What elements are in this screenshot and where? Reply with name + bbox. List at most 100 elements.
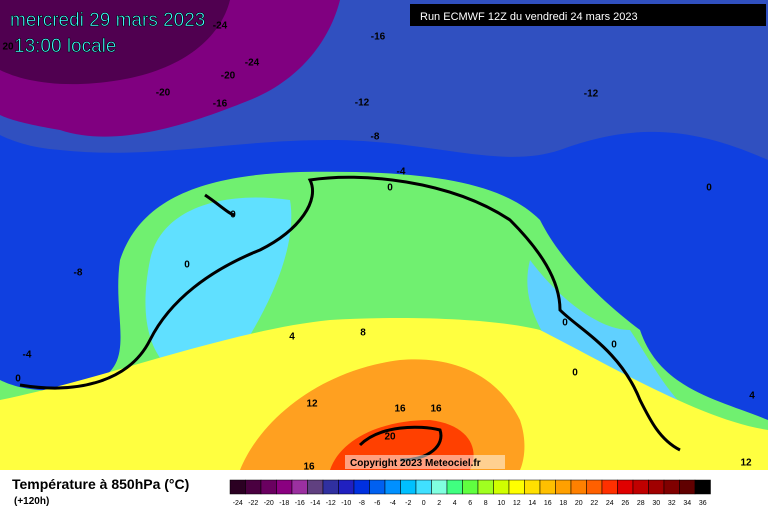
swatch-label: 6 xyxy=(468,500,472,507)
contour-label: 0 xyxy=(562,318,568,329)
color-swatch xyxy=(617,479,634,495)
color-swatch xyxy=(524,479,541,495)
color-swatch xyxy=(229,479,246,495)
color-swatch xyxy=(477,479,494,495)
contour-label: -20 xyxy=(156,88,171,99)
color-swatch xyxy=(369,479,386,495)
contour-label: -12 xyxy=(355,98,370,109)
contour-label: 12 xyxy=(306,399,318,410)
color-swatch xyxy=(462,479,479,495)
color-swatch xyxy=(291,479,308,495)
swatch-label: 10 xyxy=(497,500,505,507)
run-box xyxy=(410,4,766,26)
swatch-label: -6 xyxy=(374,500,380,507)
copyright-bg xyxy=(345,455,505,469)
contour-label: -8 xyxy=(74,268,83,279)
swatch-label: 30 xyxy=(652,500,660,507)
zero-contour-part xyxy=(204,193,236,217)
color-swatch xyxy=(431,479,448,495)
swatch-label: -20 xyxy=(264,500,274,507)
time-title: 13:00 locale xyxy=(14,36,116,57)
copyright: Copyright 2023 Meteociel.fr xyxy=(350,458,481,469)
swatch-label: -2 xyxy=(405,500,411,507)
coldest-region xyxy=(0,0,230,85)
swatch-label: 2 xyxy=(437,500,441,507)
swatch-label: 34 xyxy=(683,500,691,507)
contour-label: 12 xyxy=(740,458,752,469)
swatch-label: 22 xyxy=(590,500,598,507)
color-swatch xyxy=(586,479,603,495)
contour-label: -16 xyxy=(213,99,228,110)
contour-label: -24 xyxy=(245,58,260,69)
color-swatch xyxy=(694,479,711,495)
contour-label: -4 xyxy=(23,350,32,361)
contour-label: 0 xyxy=(230,210,236,221)
swatch-label: -22 xyxy=(248,500,258,507)
swatch-label: -14 xyxy=(310,500,320,507)
swatch-label: -24 xyxy=(233,500,243,507)
contour-label: 20 xyxy=(384,432,396,443)
color-swatch xyxy=(276,479,293,495)
color-swatch xyxy=(338,479,355,495)
color-swatch xyxy=(508,479,525,495)
color-swatch xyxy=(307,479,324,495)
swatch-label: -10 xyxy=(341,500,351,507)
swatch-label: -12 xyxy=(326,500,336,507)
swatch-label: 26 xyxy=(621,500,629,507)
contour-labels: -24 20 -16 -20 -24 -20 -16 -12 -12 -8 -4 0 0 0 -8 4 8 -4 0… xyxy=(2,21,755,473)
contour-label: 0 xyxy=(184,260,190,271)
contour-label: 8 xyxy=(360,328,366,339)
colorbar: -24 -22 -20 -18 -16 -14 -12 -10 -8 -6 -4 -2 0 2 4 6 8 10 1… xyxy=(229,479,711,507)
contour-label: 4 xyxy=(289,332,295,343)
swatch-label: 28 xyxy=(637,500,645,507)
color-swatch xyxy=(648,479,665,495)
contour-label: -24 xyxy=(213,21,228,32)
swatch-label: 32 xyxy=(668,500,676,507)
contour-label: -20 xyxy=(221,71,236,82)
color-swatch xyxy=(384,479,401,495)
swatch-label: -18 xyxy=(279,500,289,507)
contour-label: 0 xyxy=(15,374,21,385)
contour-label: -16 xyxy=(371,32,386,43)
color-swatch xyxy=(539,479,556,495)
contour-label: 16 xyxy=(430,404,442,415)
legend-title: Température à 850hPa (°C) xyxy=(12,476,189,492)
contour-label: 0 xyxy=(611,340,617,351)
lead-time: (+120h) xyxy=(14,496,49,507)
swatch-label: 4 xyxy=(453,500,457,507)
zero-contour xyxy=(19,175,681,452)
cool-pocket-east xyxy=(527,260,700,426)
swatch-label: 12 xyxy=(513,500,521,507)
contour-label: 0 xyxy=(387,183,393,194)
color-swatch xyxy=(260,479,277,495)
swatch-label: 24 xyxy=(606,500,614,507)
contour-label: 16 xyxy=(303,462,315,473)
color-swatch xyxy=(446,479,463,495)
contour-label: 16 xyxy=(394,404,406,415)
contour-label: 4 xyxy=(749,391,755,402)
contour-label: -8 xyxy=(371,132,380,143)
date-title: mercredi 29 mars 2023 xyxy=(10,10,205,31)
swatch-label: -8 xyxy=(359,500,365,507)
swatch-label: 16 xyxy=(544,500,552,507)
color-swatch xyxy=(493,479,510,495)
color-swatch xyxy=(353,479,370,495)
contour-label: 0 xyxy=(572,368,578,379)
contour-label: 20 xyxy=(2,42,14,53)
swatch-label: -4 xyxy=(390,500,396,507)
swatch-label: 0 xyxy=(422,500,426,507)
cool-pocket xyxy=(145,197,292,382)
contour-label: -12 xyxy=(584,89,599,100)
swatch-label: 8 xyxy=(484,500,488,507)
color-swatch xyxy=(245,479,262,495)
swatch-label: 14 xyxy=(528,500,536,507)
color-swatch xyxy=(679,479,696,495)
color-swatch xyxy=(663,479,680,495)
swatch-label: 18 xyxy=(559,500,567,507)
swatch-label: 36 xyxy=(699,500,707,507)
run-info: Run ECMWF 12Z du vendredi 24 mars 2023 xyxy=(420,11,638,23)
color-swatch xyxy=(632,479,649,495)
color-swatch xyxy=(322,479,339,495)
color-swatch xyxy=(400,479,417,495)
